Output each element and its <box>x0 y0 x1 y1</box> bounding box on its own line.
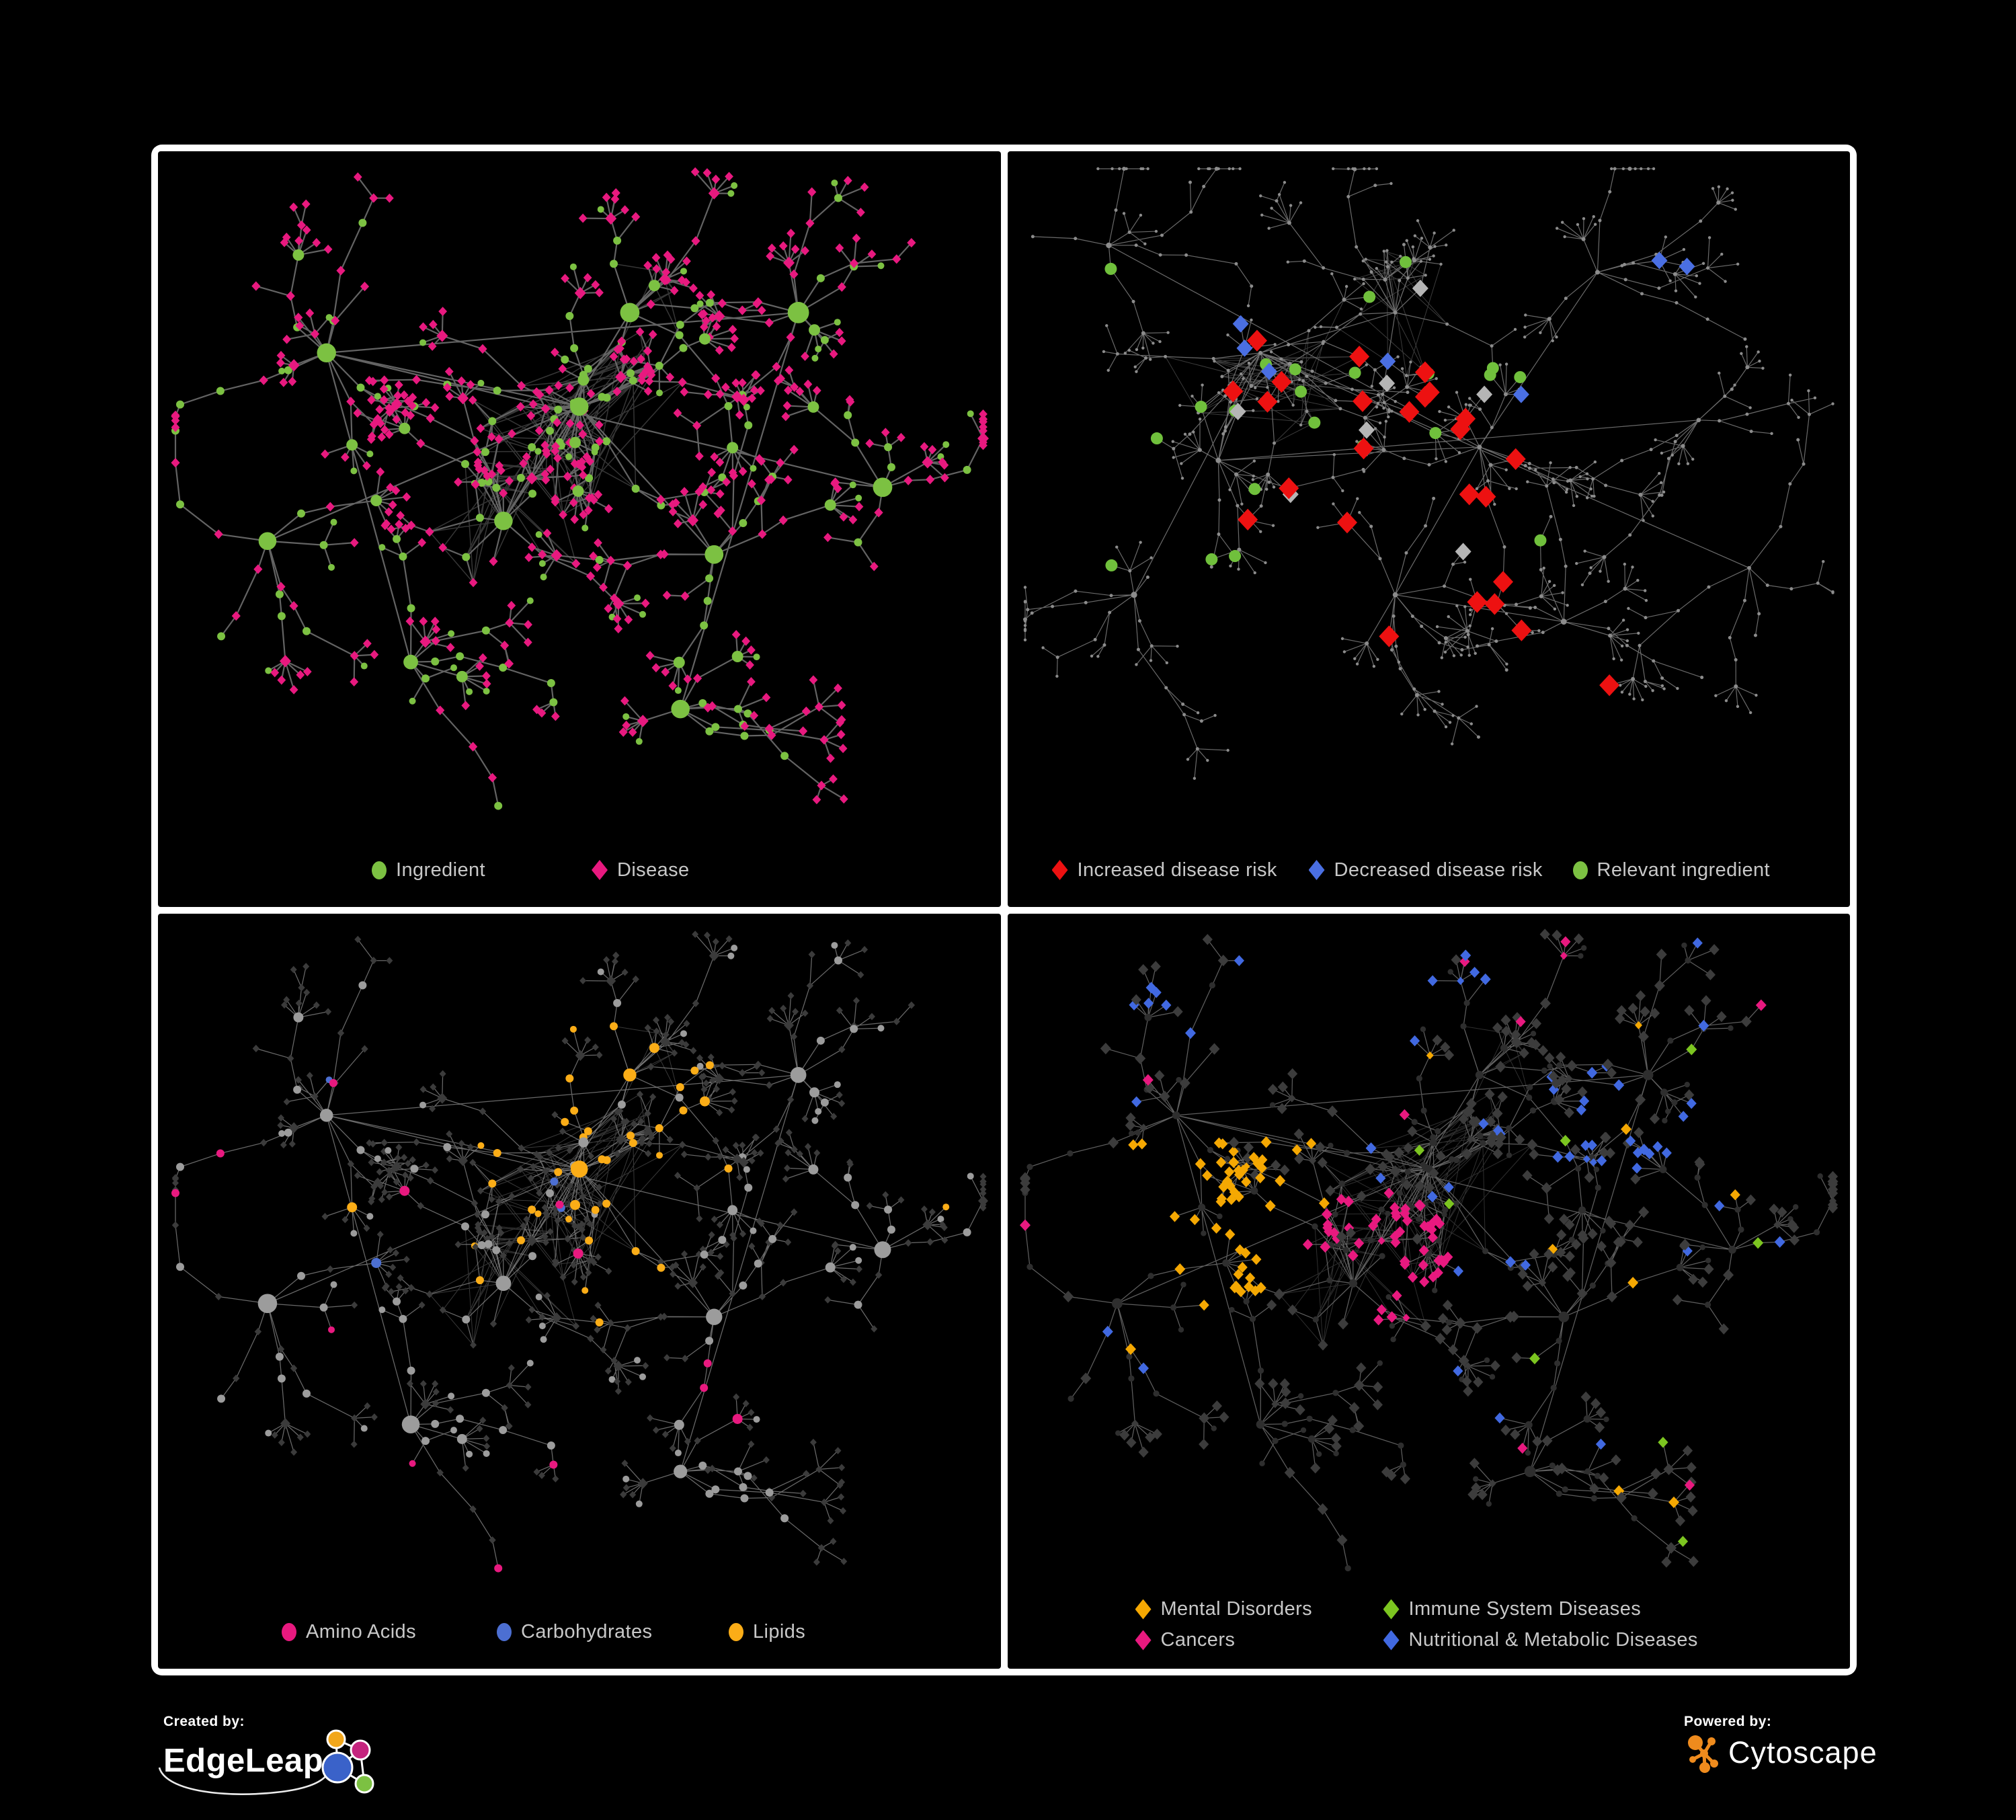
panel-ingredient-disease: Ingredient Disease <box>158 151 1001 907</box>
cytoscape-icon <box>1688 1735 1718 1773</box>
cytoscape-brand-text: Cytoscape <box>1728 1735 1878 1770</box>
ingredient-disease-network-canvas <box>171 167 990 810</box>
edgeleap-network-icon <box>321 1729 374 1794</box>
created-by-label: Created by: <box>163 1714 245 1729</box>
disease-class-network-canvas <box>1019 928 1839 1571</box>
panel-chemical-class: Amino Acids Carbohydrates Lipids <box>158 913 1001 1669</box>
edgeleap-logo: EdgeLeap <box>158 1729 385 1805</box>
powered-by-block: Powered by: Cytoscape <box>1684 1714 1926 1794</box>
edgeleap-brand-text: EdgeLeap <box>163 1743 324 1779</box>
created-by-block: Created by: EdgeLeap <box>158 1714 385 1808</box>
panel-disease-class: Mental Disorders Immune System Diseases … <box>1007 913 1850 1669</box>
panel-disease-risk: Increased disease risk Decreased disease… <box>1007 151 1850 907</box>
disease-risk-network-canvas <box>1022 166 1834 780</box>
chemical-class-network-canvas <box>171 930 989 1573</box>
powered-by-label: Powered by: <box>1684 1714 1772 1729</box>
panel-grid: Ingredient Disease Increased disease ris… <box>151 145 1857 1675</box>
